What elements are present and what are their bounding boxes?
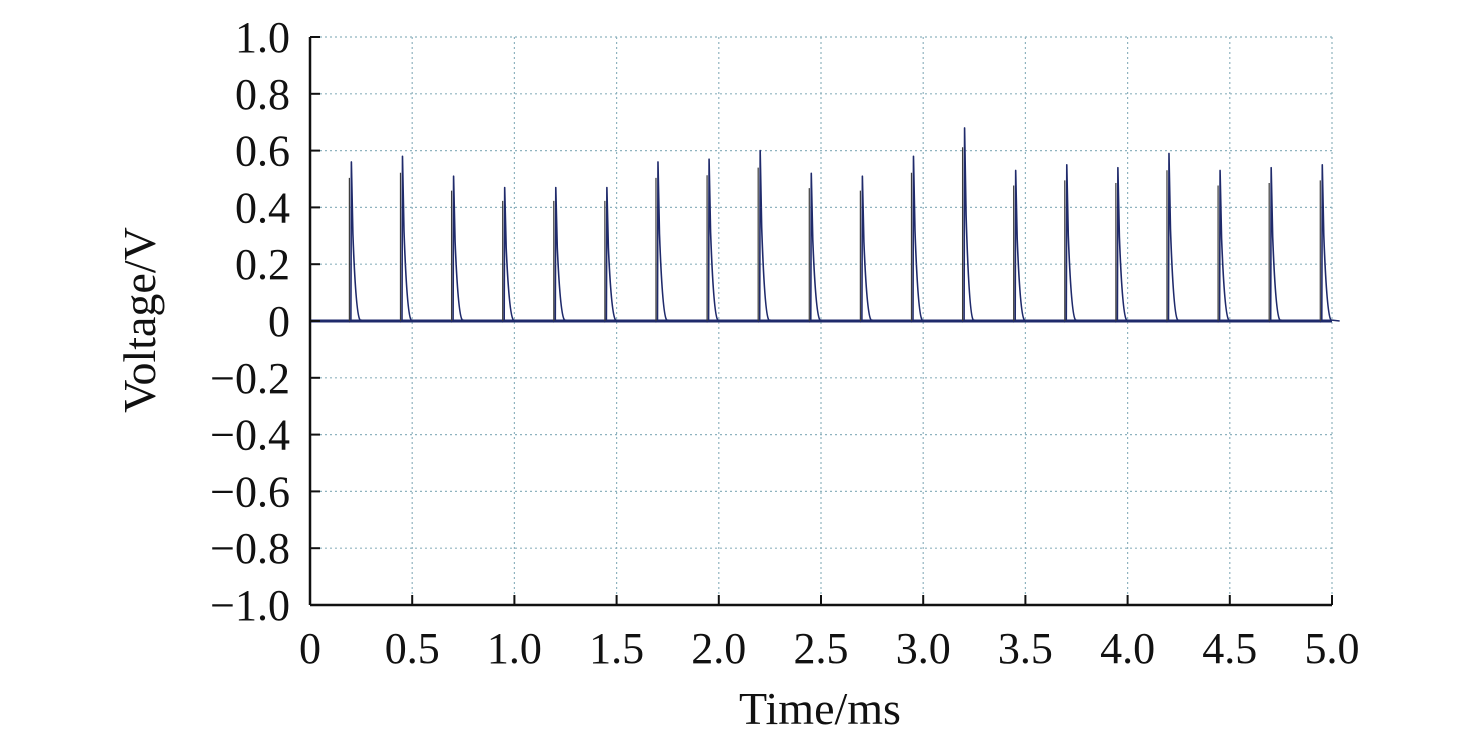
pulse-4 [552,186,574,323]
pulse-12 [961,127,983,323]
x-tick-label-4: 2.0 [691,624,746,673]
y-tick-label-9: −0.8 [210,524,290,573]
x-tick-label-6: 3.0 [896,624,951,673]
y-tick-label-1: 0.8 [235,70,290,119]
pulse-9 [808,172,829,323]
x-tick-label-3: 1.5 [589,624,644,673]
pulse-3 [501,186,523,323]
x-tick-label-0: 0 [299,624,321,673]
pulse-8 [757,149,778,323]
x-tick-label-8: 4.0 [1100,624,1155,673]
pulse-14 [1063,164,1085,323]
y-tick-label-6: −0.2 [210,354,290,403]
pulse-18 [1268,166,1289,323]
x-tick-label-2: 1.0 [487,624,542,673]
pulse-10 [859,175,880,323]
y-axis-title: Voltage/V [114,227,165,413]
pulse-15 [1115,166,1136,323]
pulse-1 [399,155,420,323]
pulse-7 [706,158,727,323]
y-tick-label-10: −1.0 [210,581,290,630]
pulse-11 [910,155,931,323]
pulse-19 [1319,164,1340,323]
pulse-0 [348,161,369,323]
y-tick-label-5: 0 [268,297,290,346]
pulse-16 [1166,152,1187,323]
pulse-13 [1012,169,1034,323]
pulse-traces [310,127,1340,323]
y-tick-label-4: 0.2 [235,240,290,289]
y-tick-label-2: 0.6 [235,127,290,176]
x-tick-label-1: 0.5 [385,624,440,673]
x-tick-label-7: 3.5 [998,624,1053,673]
y-tick-label-3: 0.4 [235,183,290,232]
x-tick-label-9: 4.5 [1202,624,1257,673]
y-tick-label-0: 1.0 [235,13,290,62]
x-tick-label-10: 5.0 [1305,624,1360,673]
pulse-17 [1217,169,1238,323]
tick-labels: 0 0.5 1.0 1.5 2.0 2.5 3.0 3.5 4.0 4.5 5.0 1.0 0.8 0.6… [210,13,1359,673]
y-tick-label-8: −0.6 [210,467,290,516]
axes [308,36,1333,607]
pulse-5 [604,186,625,323]
x-axis-title: Time/ms [739,683,901,734]
x-tick-label-5: 2.5 [794,624,849,673]
pulse-6 [655,161,676,323]
y-tick-label-7: −0.4 [210,411,290,460]
pulse-2 [450,175,472,323]
